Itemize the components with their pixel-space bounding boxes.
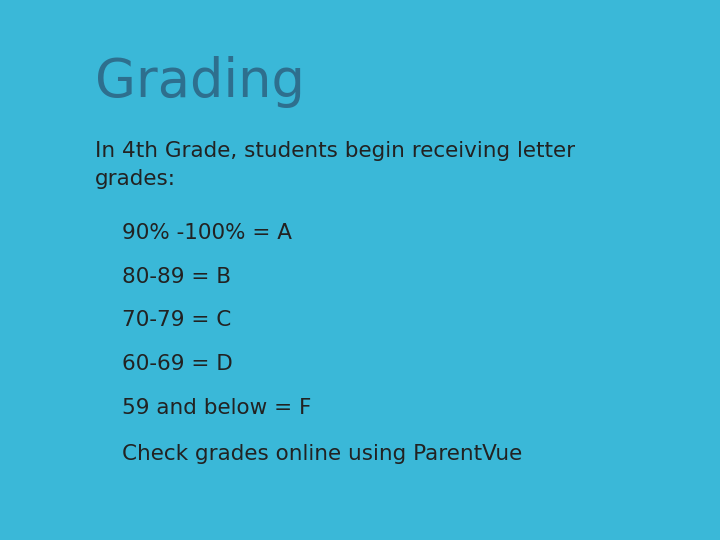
Text: ❖: ❖: [95, 310, 114, 330]
Text: 60-69 = D: 60-69 = D: [122, 354, 233, 374]
Text: Check grades online using ParentVue: Check grades online using ParentVue: [122, 444, 522, 464]
Text: ❖: ❖: [95, 444, 114, 464]
Text: 70-79 = C: 70-79 = C: [122, 310, 231, 330]
Text: Grading: Grading: [95, 56, 305, 109]
Text: ❖: ❖: [95, 354, 114, 374]
Text: In 4th Grade, students begin receiving letter
grades:: In 4th Grade, students begin receiving l…: [95, 141, 575, 189]
Text: 59 and below = F: 59 and below = F: [122, 397, 311, 417]
Text: ❖: ❖: [95, 267, 114, 287]
Text: ❖: ❖: [95, 397, 114, 417]
Text: 80-89 = B: 80-89 = B: [122, 267, 230, 287]
Text: ❖: ❖: [95, 223, 114, 243]
Text: 90% -100% = A: 90% -100% = A: [122, 223, 292, 243]
